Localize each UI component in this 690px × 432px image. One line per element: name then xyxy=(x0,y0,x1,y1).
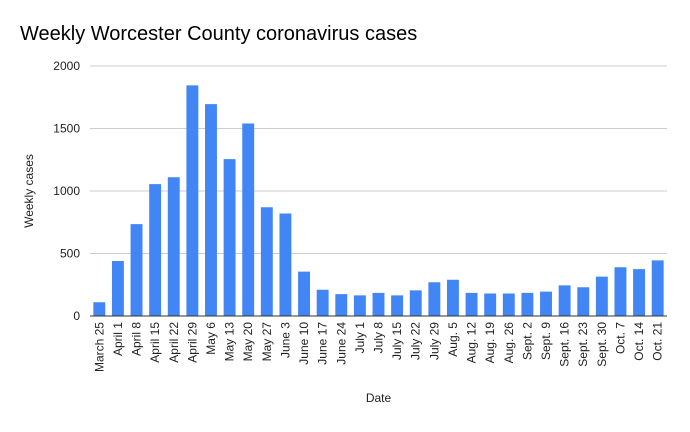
bar xyxy=(279,213,292,316)
bar xyxy=(372,292,385,316)
bar xyxy=(595,276,608,316)
bar xyxy=(465,292,478,316)
x-tick-label: Sept. 30 xyxy=(595,322,609,367)
x-tick-label: April 29 xyxy=(185,322,199,363)
x-tick-label: April 22 xyxy=(167,322,181,363)
x-tick-label: Aug. 19 xyxy=(483,322,497,364)
x-tick-label: July 8 xyxy=(372,322,386,354)
x-tick-label: July 29 xyxy=(427,322,441,360)
bar xyxy=(484,293,497,316)
x-tick-label: April 1 xyxy=(111,322,125,356)
bar xyxy=(298,271,311,316)
x-tick-label: July 15 xyxy=(390,322,404,360)
x-axis-ticks: March 25 April 1 April 8 April 15 April 22 Ap… xyxy=(92,322,664,372)
bar xyxy=(391,295,404,316)
x-tick-label: May 6 xyxy=(204,322,218,355)
x-tick-label: Sept. 9 xyxy=(539,322,553,360)
x-tick-label: July 22 xyxy=(409,322,423,360)
gridlines xyxy=(90,65,667,254)
bar xyxy=(93,302,106,316)
x-tick-label: June 17 xyxy=(316,322,330,365)
bar xyxy=(502,293,515,316)
bar xyxy=(167,177,180,316)
x-tick-label: July 1 xyxy=(353,322,367,354)
bar xyxy=(242,123,255,316)
x-tick-label: Oct. 21 xyxy=(651,322,665,361)
bar xyxy=(149,184,162,316)
bar xyxy=(577,287,590,316)
y-tick-label: 1500 xyxy=(53,122,80,136)
x-tick-label: June 10 xyxy=(297,322,311,365)
bar xyxy=(223,159,236,316)
bar xyxy=(186,85,199,316)
x-tick-label: Sept. 23 xyxy=(576,322,590,367)
y-tick-label: 1000 xyxy=(53,184,80,198)
bar xyxy=(633,269,646,316)
x-tick-label: April 15 xyxy=(148,322,162,363)
bars xyxy=(93,85,664,316)
bar xyxy=(111,261,124,316)
x-tick-label: May 13 xyxy=(223,322,237,362)
bar xyxy=(353,295,366,316)
x-tick-label: Aug. 26 xyxy=(502,322,516,364)
bar xyxy=(446,279,459,316)
x-tick-label: March 25 xyxy=(92,322,106,372)
bar xyxy=(335,294,348,316)
x-tick-label: June 24 xyxy=(334,322,348,365)
x-tick-label: Sept. 16 xyxy=(558,322,572,367)
x-tick-label: Aug. 12 xyxy=(465,322,479,364)
bar xyxy=(428,282,441,316)
x-tick-label: Oct. 7 xyxy=(613,322,627,354)
bar xyxy=(558,285,571,316)
x-tick-label: April 8 xyxy=(130,322,144,356)
x-tick-label: Oct. 14 xyxy=(632,322,646,361)
y-tick-label: 500 xyxy=(60,247,80,261)
y-axis-title: Weekly cases xyxy=(22,154,36,228)
x-tick-label: June 3 xyxy=(278,322,292,358)
x-tick-label: May 20 xyxy=(241,322,255,362)
bar xyxy=(614,267,627,316)
x-tick-label: May 27 xyxy=(260,322,274,362)
bar xyxy=(205,104,217,316)
y-axis-ticks: 0 500 1000 1500 2000 xyxy=(53,59,80,323)
bar xyxy=(409,290,422,316)
bar xyxy=(260,207,273,316)
y-tick-label: 2000 xyxy=(53,59,80,73)
bar xyxy=(130,224,143,316)
bar xyxy=(521,292,534,316)
chart-title: Weekly Worcester County coronavirus case… xyxy=(20,23,417,45)
y-tick-label: 0 xyxy=(73,309,80,323)
x-tick-label: Sept. 2 xyxy=(520,322,534,360)
bar xyxy=(540,291,552,316)
bar xyxy=(316,289,329,316)
x-axis-title: Date xyxy=(366,391,392,405)
bar xyxy=(651,260,664,316)
x-tick-label: Aug. 5 xyxy=(446,322,460,357)
